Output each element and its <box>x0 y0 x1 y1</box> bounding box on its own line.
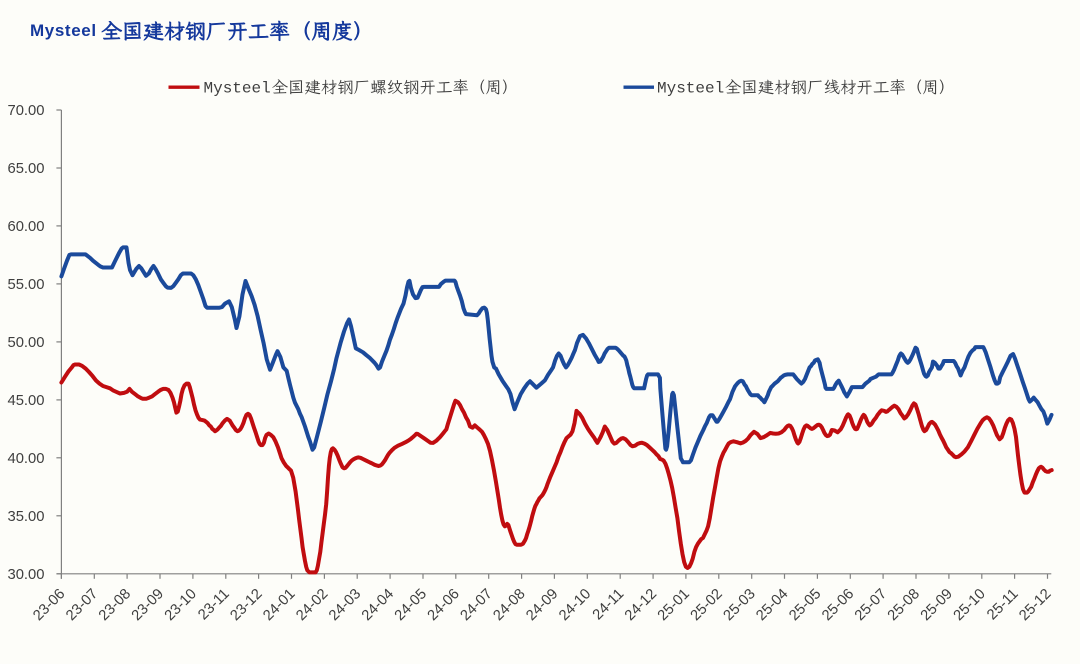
svg-text:55.00: 55.00 <box>7 277 44 293</box>
svg-text:Mysteel: Mysteel <box>204 80 271 98</box>
svg-text:Mysteel: Mysteel <box>30 21 97 40</box>
svg-text:30.00: 30.00 <box>7 567 44 583</box>
svg-text:35.00: 35.00 <box>7 509 44 525</box>
svg-text:40.00: 40.00 <box>7 451 44 467</box>
svg-text:70.00: 70.00 <box>7 103 44 119</box>
svg-text:45.00: 45.00 <box>7 393 44 409</box>
svg-text:60.00: 60.00 <box>7 219 44 235</box>
svg-text:65.00: 65.00 <box>7 161 44 177</box>
svg-text:50.00: 50.00 <box>7 335 44 351</box>
svg-text:Mysteel: Mysteel <box>657 80 724 98</box>
